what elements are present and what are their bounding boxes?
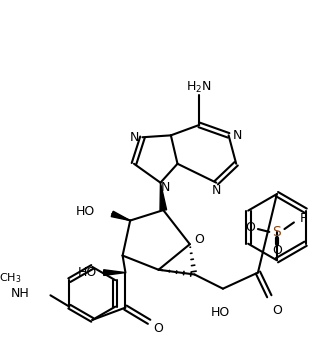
Text: HO: HO <box>76 205 95 218</box>
Text: N: N <box>161 181 170 194</box>
Polygon shape <box>111 211 130 221</box>
Text: N: N <box>233 129 242 142</box>
Polygon shape <box>160 183 167 211</box>
Text: O: O <box>194 233 204 246</box>
Text: O: O <box>154 322 164 335</box>
Text: H$_2$N: H$_2$N <box>186 80 212 95</box>
Text: HO: HO <box>78 266 97 279</box>
Text: N: N <box>212 184 221 197</box>
Text: NH: NH <box>11 287 30 300</box>
Text: N: N <box>129 131 139 144</box>
Polygon shape <box>104 270 125 275</box>
Text: CH$_3$: CH$_3$ <box>0 272 22 285</box>
Text: HO: HO <box>210 306 230 319</box>
Text: O: O <box>272 304 282 317</box>
Text: O: O <box>245 221 255 234</box>
Text: F: F <box>300 212 307 225</box>
Text: O: O <box>272 244 282 257</box>
Text: S: S <box>272 225 281 239</box>
